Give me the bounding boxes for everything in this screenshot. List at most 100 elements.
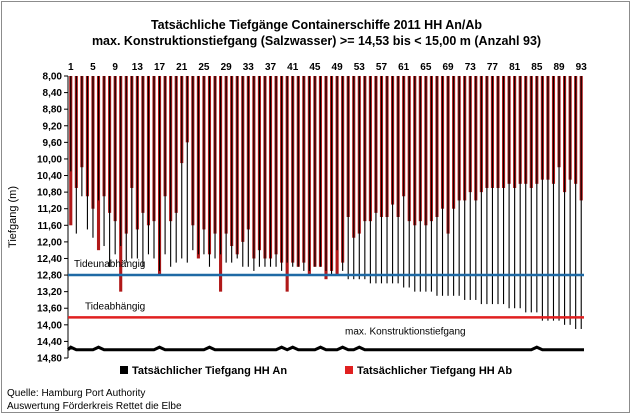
bar-an bbox=[236, 76, 238, 259]
bar-an bbox=[214, 76, 216, 259]
x-tick-label: 5 bbox=[90, 62, 96, 73]
bar-an bbox=[181, 76, 183, 259]
x-tick-label: 41 bbox=[287, 62, 299, 73]
bar-an bbox=[441, 76, 444, 296]
bar-an bbox=[281, 76, 283, 271]
legend-swatch-ab bbox=[345, 366, 353, 374]
bar-an bbox=[480, 76, 482, 305]
bar-an bbox=[225, 76, 227, 263]
y-tick-label: 8,40 bbox=[43, 88, 63, 99]
bar-an bbox=[314, 76, 316, 267]
bar-an bbox=[447, 76, 449, 296]
bar-an bbox=[491, 76, 494, 305]
y-tick-label: 8,00 bbox=[43, 72, 63, 83]
bar-an bbox=[81, 76, 83, 197]
bar-an bbox=[120, 76, 122, 247]
bar-an bbox=[547, 76, 549, 321]
bar-an bbox=[264, 76, 266, 267]
bar-an bbox=[486, 76, 488, 305]
line-max-konstruktionstiefgang bbox=[66, 345, 585, 352]
bar-an bbox=[142, 76, 144, 267]
bar-an bbox=[380, 76, 383, 284]
bar-an bbox=[530, 76, 532, 313]
bar-an bbox=[558, 76, 560, 321]
bar-an bbox=[220, 76, 222, 255]
bar-an bbox=[253, 76, 255, 271]
y-tick-label: 10,40 bbox=[37, 171, 62, 182]
x-tick-label: 49 bbox=[332, 62, 344, 73]
y-tick-label: 12,40 bbox=[37, 254, 62, 265]
bar-an bbox=[419, 76, 421, 292]
bar-an bbox=[75, 76, 77, 234]
chart-title: Tatsächliche Tiefgänge Containerschiffe … bbox=[150, 18, 483, 32]
y-tick-label: 12,00 bbox=[37, 237, 62, 248]
x-tick-label: 29 bbox=[221, 62, 233, 73]
bar-an bbox=[319, 76, 322, 267]
bar-an bbox=[247, 76, 249, 267]
x-tick-label: 65 bbox=[420, 62, 432, 73]
bar-an bbox=[353, 76, 355, 280]
bar-an bbox=[464, 76, 466, 300]
y-tick-label: 14,80 bbox=[37, 354, 62, 365]
bar-an bbox=[525, 76, 527, 313]
bar-an bbox=[203, 76, 205, 255]
x-tick-label: 17 bbox=[154, 62, 166, 73]
bar-an bbox=[114, 76, 116, 255]
x-tick-label: 77 bbox=[487, 62, 499, 73]
bar-an bbox=[364, 76, 366, 280]
bar-an bbox=[453, 76, 455, 296]
bar-an bbox=[392, 76, 394, 284]
bar-an bbox=[258, 76, 260, 267]
y-tick-label: 10,80 bbox=[37, 188, 62, 199]
y-tick-label: 14,40 bbox=[37, 337, 62, 348]
bar-an bbox=[519, 76, 521, 309]
bar-an bbox=[469, 76, 471, 300]
bar-an bbox=[425, 76, 427, 292]
bar-an bbox=[303, 76, 305, 271]
source-line-1: Quelle: Hamburg Port Authority bbox=[7, 388, 146, 399]
bar-an bbox=[153, 76, 155, 259]
legend-label-an: Tatsächlicher Tiefgang HH An bbox=[132, 365, 287, 377]
bar-an bbox=[269, 76, 272, 267]
bar-an bbox=[552, 76, 555, 321]
bar-an bbox=[330, 76, 333, 276]
bar-an bbox=[131, 76, 133, 259]
source-line-2: Auswertung Förderkreis Rettet die Elbe bbox=[7, 401, 182, 412]
x-tick-label: 45 bbox=[309, 62, 321, 73]
x-tick-label: 81 bbox=[509, 62, 521, 73]
bar-an bbox=[580, 76, 582, 329]
bar-an bbox=[403, 76, 405, 288]
x-tick-label: 9 bbox=[112, 62, 118, 73]
y-axis-title: Tiefgang (m) bbox=[7, 186, 19, 248]
x-tick-label: 37 bbox=[265, 62, 277, 73]
bar-an bbox=[502, 76, 505, 305]
x-tick-label: 53 bbox=[354, 62, 366, 73]
x-tick-label: 61 bbox=[398, 62, 410, 73]
bar-an bbox=[536, 76, 538, 313]
legend-swatch-an bbox=[120, 366, 128, 374]
bar-an bbox=[397, 76, 399, 284]
bar-an bbox=[275, 76, 277, 267]
bar-an bbox=[342, 76, 344, 271]
bar-an bbox=[231, 76, 233, 263]
bar-an bbox=[386, 76, 388, 284]
bar-an bbox=[575, 76, 577, 329]
bar-an bbox=[436, 76, 438, 296]
bar-an bbox=[109, 76, 111, 267]
x-tick-label: 69 bbox=[443, 62, 455, 73]
x-tick-label: 85 bbox=[531, 62, 543, 73]
y-tick-label: 13,60 bbox=[37, 304, 62, 315]
x-tick-label: 25 bbox=[198, 62, 210, 73]
bar-an bbox=[297, 76, 299, 267]
bar-an bbox=[308, 76, 310, 271]
bar-an bbox=[336, 76, 338, 251]
legend-label-ab: Tatsächlicher Tiefgang HH Ab bbox=[357, 365, 512, 377]
y-tick-label: 13,20 bbox=[37, 287, 62, 298]
bar-an bbox=[147, 76, 150, 255]
bar-an bbox=[242, 76, 244, 267]
bar-an bbox=[86, 76, 88, 230]
bar-an bbox=[97, 76, 100, 201]
bar-an bbox=[569, 76, 571, 325]
bar-an bbox=[286, 76, 288, 263]
